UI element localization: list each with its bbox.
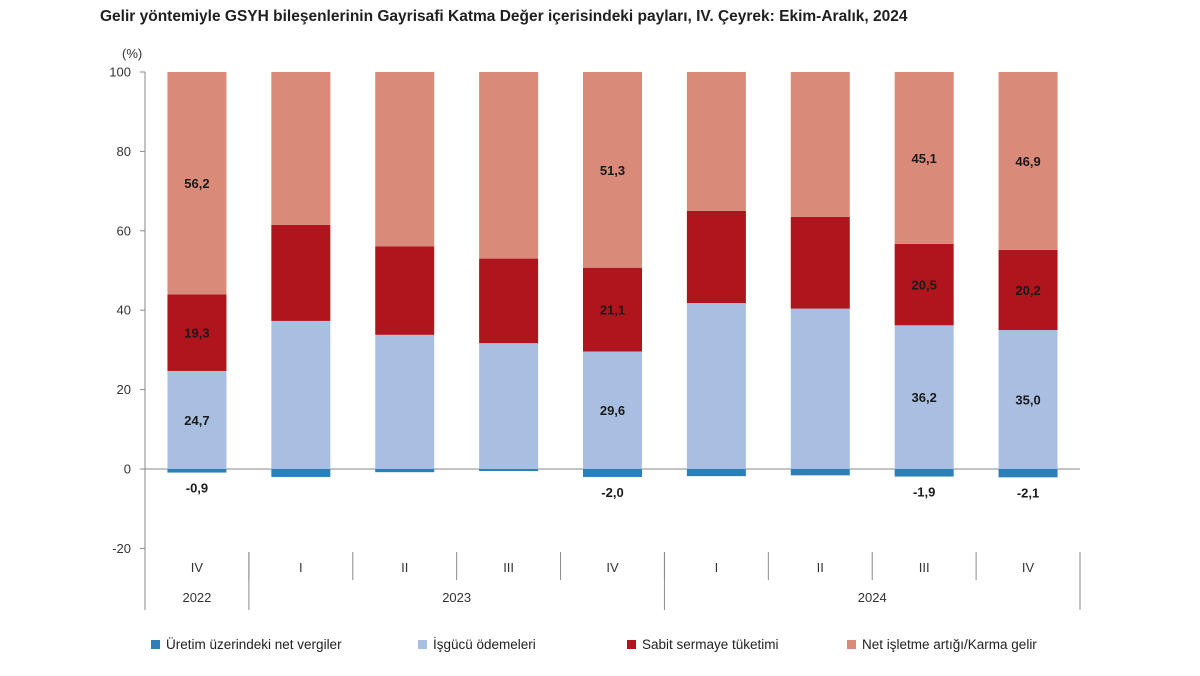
bar-segment [167,469,227,473]
bar-segment [790,72,850,217]
bar-segment [790,469,850,476]
category-label: II [817,560,824,575]
y-tick-label: 80 [117,144,131,159]
year-label: 2022 [182,590,211,605]
y-axis-unit: (%) [122,46,142,61]
bar-segment [375,469,435,473]
legend-label: İşgücü ödemeleri [433,637,536,652]
data-label: -0,9 [186,481,208,496]
bar-segment [894,469,954,477]
year-label: 2023 [442,590,471,605]
bar-segment [686,210,746,304]
bar-segment [790,308,850,469]
bar-segment [894,325,954,469]
data-label: 45,1 [912,151,937,166]
bar-segment [998,469,1058,478]
data-label: -1,9 [913,485,935,500]
legend-label: Üretim üzerindeki net vergiler [166,637,342,652]
y-tick-label: -20 [112,541,131,556]
bar-segment [375,72,435,247]
legend-swatch [151,640,160,649]
bar-segment [583,267,642,352]
data-label: -2,0 [601,485,623,500]
data-label: 21,1 [600,303,625,318]
bar-segment [479,343,539,469]
legend-label: Net işletme artığı/Karma gelir [862,637,1037,652]
y-tick-label: 100 [109,65,131,80]
legend: Üretim üzerindeki net vergiler İşgücü öde… [151,637,1037,652]
bar-segment [686,303,746,469]
chart-title: Gelir yöntemiyle GSYH bileşenlerinin Gay… [100,8,908,25]
category-label: III [919,560,930,575]
bar-segment [271,469,331,477]
data-label: 19,3 [184,326,209,341]
bar-segment [167,72,227,295]
category-label: IV [606,560,619,575]
legend-swatch [418,640,427,649]
bar-segment [583,469,642,477]
bar-segment [998,249,1058,331]
bar-segment [686,469,746,477]
category-label: I [299,560,303,575]
bar-segment [375,246,435,335]
bar-segment [271,72,331,225]
data-label: 46,9 [1015,154,1040,169]
bar-segment [479,72,539,259]
category-label: II [401,560,408,575]
bar-segment [686,72,746,211]
data-label: 36,2 [912,390,937,405]
bar-segment [790,216,850,309]
bar-segment [375,334,435,469]
category-label: IV [1022,560,1035,575]
bar-segment [271,320,331,469]
y-tick-label: 0 [124,462,131,477]
bars-layer [167,72,1058,478]
year-label: 2024 [858,590,887,605]
data-label: 51,3 [600,163,625,178]
category-label: I [715,560,719,575]
data-label: 20,5 [912,278,937,293]
category-label: IV [191,560,204,575]
data-label: 24,7 [184,413,209,428]
data-label: 56,2 [184,176,209,191]
data-label: 35,0 [1015,393,1040,408]
bar-segment [583,72,642,268]
bar-segment [894,72,954,244]
bar-segment [479,258,539,344]
bar-segment [894,243,954,326]
legend-label: Sabit sermaye tüketimi [642,637,779,652]
bar-segment [271,224,331,321]
bar-segment [479,469,539,471]
bar-segment [583,351,642,469]
bar-segment [167,294,227,371]
legend-swatch [627,640,636,649]
y-tick-label: 40 [117,303,131,318]
category-label: III [503,560,514,575]
bar-segment [998,72,1058,250]
y-tick-label: 60 [117,223,131,238]
data-label: -2,1 [1017,485,1039,500]
legend-swatch [847,640,856,649]
bar-segment [167,370,227,469]
data-labels-layer: 56,2 19,3 24,7 -0,9 51,3 21,1 29,6 -2,0 45,1 20,5… [184,151,1040,500]
y-tick-label: 20 [117,382,131,397]
data-label: 29,6 [600,403,625,418]
data-label: 20,2 [1015,283,1040,298]
bar-segment [998,330,1058,469]
